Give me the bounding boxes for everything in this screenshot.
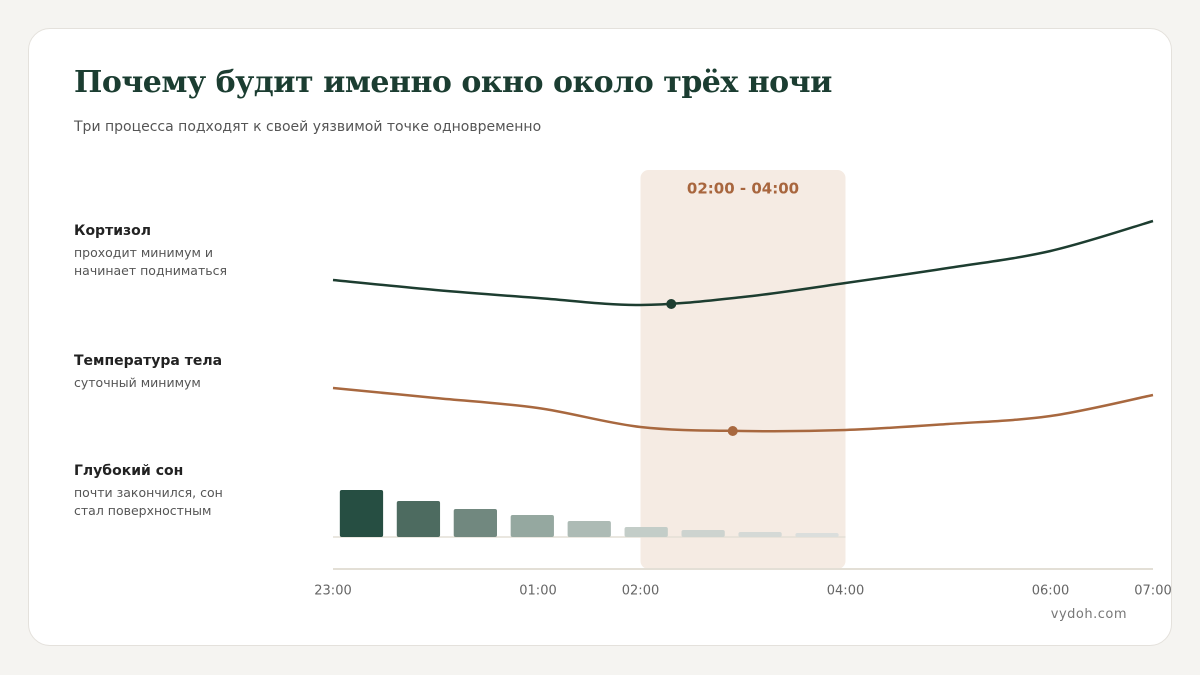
x-tick-label: 01:00 [519,584,556,599]
lane-name: Температура тела [74,353,223,369]
bar [339,490,384,537]
x-tick-label: 07:00 [1134,584,1171,599]
minimum-marker [666,299,677,309]
bar [738,532,782,537]
lane-name: Глубокий сон [74,463,184,479]
bar [510,515,554,537]
highlight-label: 02:00 - 04:00 [687,180,799,198]
lane-note: проходит минимум и начинает подниматься [74,245,228,278]
lane-name: Кортизол [74,223,152,239]
subtitle: Три процесса подходят к своей уязвимой т… [74,119,542,135]
bar [681,530,725,537]
lane-label: Температура тела суточный минимум [74,353,244,392]
highlight-window [640,170,846,569]
title: Почему будит именно окно около трёх ночи [74,65,832,100]
x-tick-label: 02:00 [622,584,659,599]
x-tick-label: 23:00 [314,584,351,599]
curve [332,386,1154,433]
lane-note: суточный минимум [74,375,201,390]
card: Почему будит именно окно около трёх ночи… [28,28,1172,646]
bar [396,501,441,537]
x-tick-label: 06:00 [1032,584,1069,599]
bar [795,533,839,537]
lane-label: Глубокий сон почти закончился, сон стал п… [74,463,244,520]
lane-label: Кортизол проходит минимум и начинает подн… [74,223,244,280]
x-tick-label: 04:00 [827,584,864,599]
source: vydoh.com [1050,607,1127,622]
bar [453,509,497,537]
bar [567,521,611,537]
curve [332,219,1154,307]
bar [624,527,668,537]
minimum-marker [727,426,738,436]
lane-note: почти закончился, сон стал поверхностным [74,485,223,518]
